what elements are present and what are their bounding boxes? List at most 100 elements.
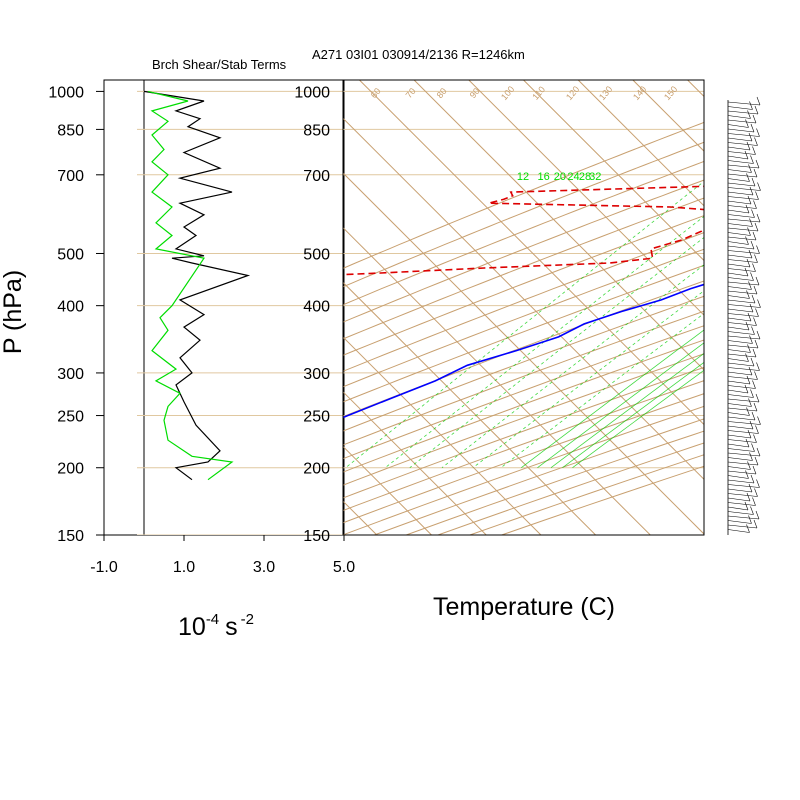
shear-stab-panel: 150 200 250 300 400 500 700 850 1000 -1.0 1.0 3.0 5… [48, 79, 355, 576]
wind-barb [727, 213, 761, 223]
wind-barb-shaft [727, 169, 752, 173]
left-panel-curves [137, 90, 344, 535]
wind-barb [727, 182, 761, 191]
wind-barb-shaft [727, 200, 752, 205]
skew-y-tick-label: 400 [303, 299, 330, 316]
wind-barb-shaft [727, 142, 758, 146]
wind-barb-flag [748, 483, 753, 493]
wind-barb-flag [748, 515, 752, 524]
left-y-tick-label: 500 [57, 246, 84, 263]
wind-barb-shaft [727, 511, 754, 515]
wind-barb-shaft [727, 358, 749, 362]
left-x-tick-label: -1.0 [90, 559, 118, 576]
wind-barb-shaft [727, 371, 753, 376]
wind-barb-shaft [727, 484, 760, 488]
wind-barb-shaft [727, 304, 761, 308]
wind-barb-flag [755, 159, 760, 169]
skew-y-tick-label: 1000 [294, 84, 330, 101]
wind-barb [727, 488, 758, 497]
wind-barb [727, 470, 749, 479]
isotherm-line [343, 172, 704, 535]
wind-barb-shaft [727, 119, 757, 124]
wind-barb-flag [752, 348, 757, 358]
wind-barb-shaft [727, 299, 756, 304]
wind-barb-shaft [727, 236, 757, 241]
wind-barb-shaft [727, 187, 761, 191]
mixing-ratio-labels: 121620242832123581220 [517, 171, 601, 183]
wind-barb-shaft [727, 421, 761, 425]
wind-barb-flag [751, 209, 755, 218]
wind-barb-shaft [727, 214, 755, 218]
wind-barb-flag [751, 177, 756, 187]
wind-barb-flag [745, 353, 749, 362]
dry-adiabat-line [343, 393, 704, 524]
wind-barb-flag [752, 263, 756, 272]
left-x-tick-label: 3.0 [253, 559, 275, 576]
wind-barb-flag [746, 258, 751, 268]
isotherm-line [742, 80, 800, 535]
wind-barb [727, 114, 757, 124]
wind-barb [727, 353, 749, 362]
wind-barb-flag [749, 420, 754, 430]
wind-barb-flag [746, 407, 750, 416]
wind-barb [727, 308, 759, 317]
skew-y-tick-label: 200 [303, 461, 330, 478]
wind-barb [727, 294, 756, 304]
wind-barb-flag [752, 497, 756, 506]
adiabat-labels: 60 70 80 90 100 110 120 130 140 150 [369, 84, 680, 102]
wind-barb [727, 357, 755, 367]
wind-barb-flag [747, 195, 752, 205]
wind-barb-shaft [727, 434, 752, 439]
wind-barb-shaft [727, 367, 760, 371]
wind-barb-shaft [727, 380, 751, 385]
wind-barb [727, 362, 760, 371]
wind-barb [727, 303, 754, 313]
wind-barb [727, 263, 756, 272]
wind-barb-flag [751, 326, 755, 335]
dry-adiabat-line [343, 141, 704, 288]
wind-barb [727, 416, 761, 425]
wind-barb [727, 461, 751, 470]
wind-barb [727, 276, 760, 286]
isotherm-line [413, 80, 704, 371]
wind-barb-flag [746, 375, 751, 385]
wind-barb-flag [747, 110, 751, 119]
skew-y-ticks: 150 200 250 300 400 500 700 850 1000 [294, 84, 330, 545]
wind-barb-shaft [727, 389, 749, 394]
right-panel-title: A271 03I01 030914/2136 R=1246km [312, 47, 525, 62]
wind-barb [727, 110, 751, 119]
wind-barb [727, 524, 750, 533]
wind-barb [727, 339, 759, 349]
wind-barb-flag [746, 492, 751, 502]
wind-barb-shaft [727, 475, 749, 479]
wind-barb [727, 506, 754, 515]
wind-barb [727, 492, 751, 502]
mixing-ratio-label-top: 24 [567, 171, 579, 183]
wind-barb-flag [750, 123, 755, 133]
wind-barb [727, 186, 754, 196]
adiabat-label: 120 [564, 84, 581, 102]
left-series-line-1 [147, 90, 234, 481]
mixing-ratio-label-top: 32 [589, 171, 601, 183]
wind-barb [727, 420, 754, 430]
wind-barb-flag [754, 222, 759, 232]
wind-barb-shaft [727, 398, 760, 403]
wind-barb-shaft [727, 295, 750, 299]
wind-barb [727, 191, 759, 200]
wind-barb-shaft [727, 529, 750, 533]
wind-barb [727, 299, 761, 308]
left-y-tick-label: 300 [57, 366, 84, 383]
wind-barb-flag [745, 321, 750, 331]
mixing-ratio-line [500, 313, 704, 469]
y-axis-label: P (hPa) [0, 270, 27, 354]
wind-barb-flag [745, 236, 749, 245]
wind-barb-flag [755, 191, 759, 200]
wind-barb [727, 389, 754, 398]
wind-barb-shaft [727, 106, 753, 110]
wind-barb-shaft [727, 137, 753, 142]
dry-adiabat-line [437, 442, 704, 535]
dry-adiabat-line [406, 430, 704, 535]
wind-barb [727, 515, 752, 524]
isotherm-line [632, 80, 704, 152]
